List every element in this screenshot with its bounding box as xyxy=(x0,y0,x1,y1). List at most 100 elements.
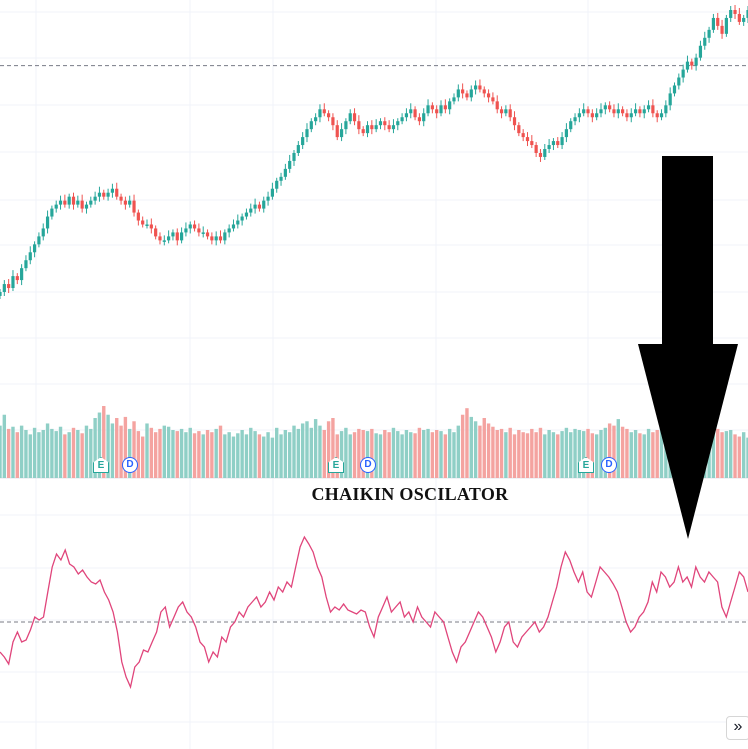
candle xyxy=(361,129,365,134)
volume-bar xyxy=(80,433,84,478)
candle xyxy=(720,25,724,34)
candle xyxy=(742,17,746,22)
volume-bar xyxy=(383,430,387,478)
dividends-event-icon[interactable]: D xyxy=(360,457,376,473)
candle xyxy=(724,17,728,34)
candle xyxy=(547,145,551,150)
candle xyxy=(89,200,93,205)
volume-bar xyxy=(339,431,344,478)
earnings-event-icon[interactable]: E xyxy=(328,457,344,473)
candle xyxy=(28,252,32,261)
volume-bar xyxy=(119,425,123,478)
candle xyxy=(616,109,620,114)
volume-bar xyxy=(400,434,404,478)
candle xyxy=(67,196,71,205)
candle xyxy=(132,200,136,213)
volume-bar xyxy=(629,432,633,478)
volume-bar xyxy=(599,430,603,478)
candle xyxy=(413,109,417,118)
candle xyxy=(309,121,313,130)
dividends-event-icon[interactable]: D xyxy=(601,457,617,473)
candle xyxy=(383,121,387,126)
volume-bar xyxy=(361,430,365,478)
candle xyxy=(270,188,274,197)
candle xyxy=(158,236,162,241)
candle xyxy=(556,141,560,146)
volume-bar xyxy=(218,425,223,478)
volume-bar xyxy=(517,430,521,478)
volume-bar xyxy=(711,430,716,478)
volume-bar xyxy=(89,428,93,478)
volume-bar xyxy=(426,428,430,478)
volume-bar xyxy=(396,431,400,478)
scroll-to-realtime-button[interactable]: » xyxy=(726,716,748,740)
volume-bar xyxy=(352,432,357,478)
volume-bar xyxy=(530,428,534,478)
volume-bar xyxy=(262,436,266,478)
candle xyxy=(716,17,720,26)
volume-bar xyxy=(603,427,608,478)
volume-bar xyxy=(473,421,478,478)
candle xyxy=(672,85,677,94)
volume-bar xyxy=(482,418,486,478)
down-arrow-annotation xyxy=(638,156,738,539)
volume-bar xyxy=(236,433,240,478)
volume-bar xyxy=(227,432,231,478)
dividends-event-icon[interactable]: D xyxy=(122,457,138,473)
candle xyxy=(184,228,188,233)
volume-bar xyxy=(93,418,97,478)
candle xyxy=(629,113,633,118)
candle xyxy=(175,232,179,241)
candle xyxy=(409,109,413,114)
candle xyxy=(374,125,378,130)
volume-bar xyxy=(577,430,582,478)
candle xyxy=(20,268,24,281)
volume-bar xyxy=(586,428,590,478)
price-pane[interactable] xyxy=(0,5,748,299)
candle xyxy=(236,220,240,225)
candle xyxy=(439,105,443,114)
volume-bar xyxy=(456,425,461,478)
candle xyxy=(448,101,452,110)
earnings-event-icon[interactable]: E xyxy=(578,457,594,473)
volume-bar xyxy=(257,434,262,478)
volume-bar xyxy=(569,432,573,478)
volume-bar xyxy=(447,428,452,478)
volume-bar xyxy=(2,414,7,478)
volume-bar xyxy=(374,433,378,478)
volume-bar xyxy=(158,428,162,478)
oscillator-pane[interactable] xyxy=(0,535,748,690)
volume-bar xyxy=(716,428,720,478)
candle xyxy=(595,113,599,118)
candle xyxy=(391,125,396,130)
candle xyxy=(63,200,67,205)
volume-bar xyxy=(378,434,383,478)
volume-bar xyxy=(495,430,499,478)
candle xyxy=(603,105,607,110)
volume-bar xyxy=(348,434,352,478)
volume-bar xyxy=(166,426,171,478)
candle xyxy=(495,101,499,110)
candle xyxy=(370,125,374,130)
candle xyxy=(465,93,469,98)
volume-bar xyxy=(551,432,556,478)
volume-bar xyxy=(0,425,2,478)
candle xyxy=(573,117,577,122)
volume-bar xyxy=(564,427,569,478)
earnings-event-icon[interactable]: E xyxy=(93,457,109,473)
candle xyxy=(0,292,2,296)
volume-bar xyxy=(58,426,63,478)
volume-bar xyxy=(253,431,257,478)
candle xyxy=(517,125,521,134)
candle xyxy=(396,121,400,126)
arrow-shaft xyxy=(662,156,713,344)
volume-bar xyxy=(741,432,746,478)
volume-bar xyxy=(275,427,279,478)
volume-bar xyxy=(106,414,110,478)
volume-bar xyxy=(63,434,67,478)
candle xyxy=(590,113,594,118)
volume-bar xyxy=(6,428,11,478)
candle xyxy=(115,188,119,197)
